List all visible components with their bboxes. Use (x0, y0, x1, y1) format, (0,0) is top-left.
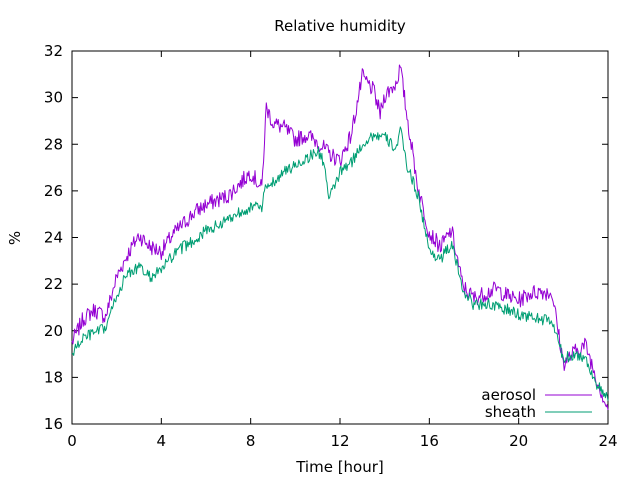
series-line-sheath (71, 126, 609, 401)
x-tick-label: 8 (246, 432, 256, 450)
x-axis-label: Time [hour] (295, 458, 384, 476)
x-tick-label: 20 (509, 432, 528, 450)
x-tick-label: 4 (157, 432, 167, 450)
legend-label-aerosol: aerosol (481, 386, 536, 404)
y-tick-label: 28 (44, 135, 63, 153)
plot-frame (71, 50, 609, 425)
x-tick-label: 0 (67, 432, 77, 450)
x-tick-label: 24 (598, 432, 617, 450)
x-tick-label: 16 (420, 432, 439, 450)
series-line-aerosol (71, 64, 609, 411)
tick-marks (71, 50, 609, 425)
series-layer (71, 64, 609, 411)
y-tick-label: 18 (44, 368, 63, 386)
y-tick-label: 16 (44, 415, 63, 433)
y-axis-label: % (6, 231, 24, 245)
chart-title: Relative humidity (274, 17, 406, 35)
y-tick-label: 30 (44, 89, 63, 107)
tick-labels: 0 4 8 12 16 20 24 16 18 20 22 24 26 28 30 32 (44, 42, 618, 450)
x-tick-label: 12 (330, 432, 349, 450)
legend-label-sheath: sheath (485, 403, 536, 421)
y-tick-label: 26 (44, 182, 63, 200)
y-tick-label: 22 (44, 275, 63, 293)
y-tick-label: 32 (44, 42, 63, 60)
y-tick-label: 20 (44, 322, 63, 340)
y-tick-label: 24 (44, 229, 63, 247)
